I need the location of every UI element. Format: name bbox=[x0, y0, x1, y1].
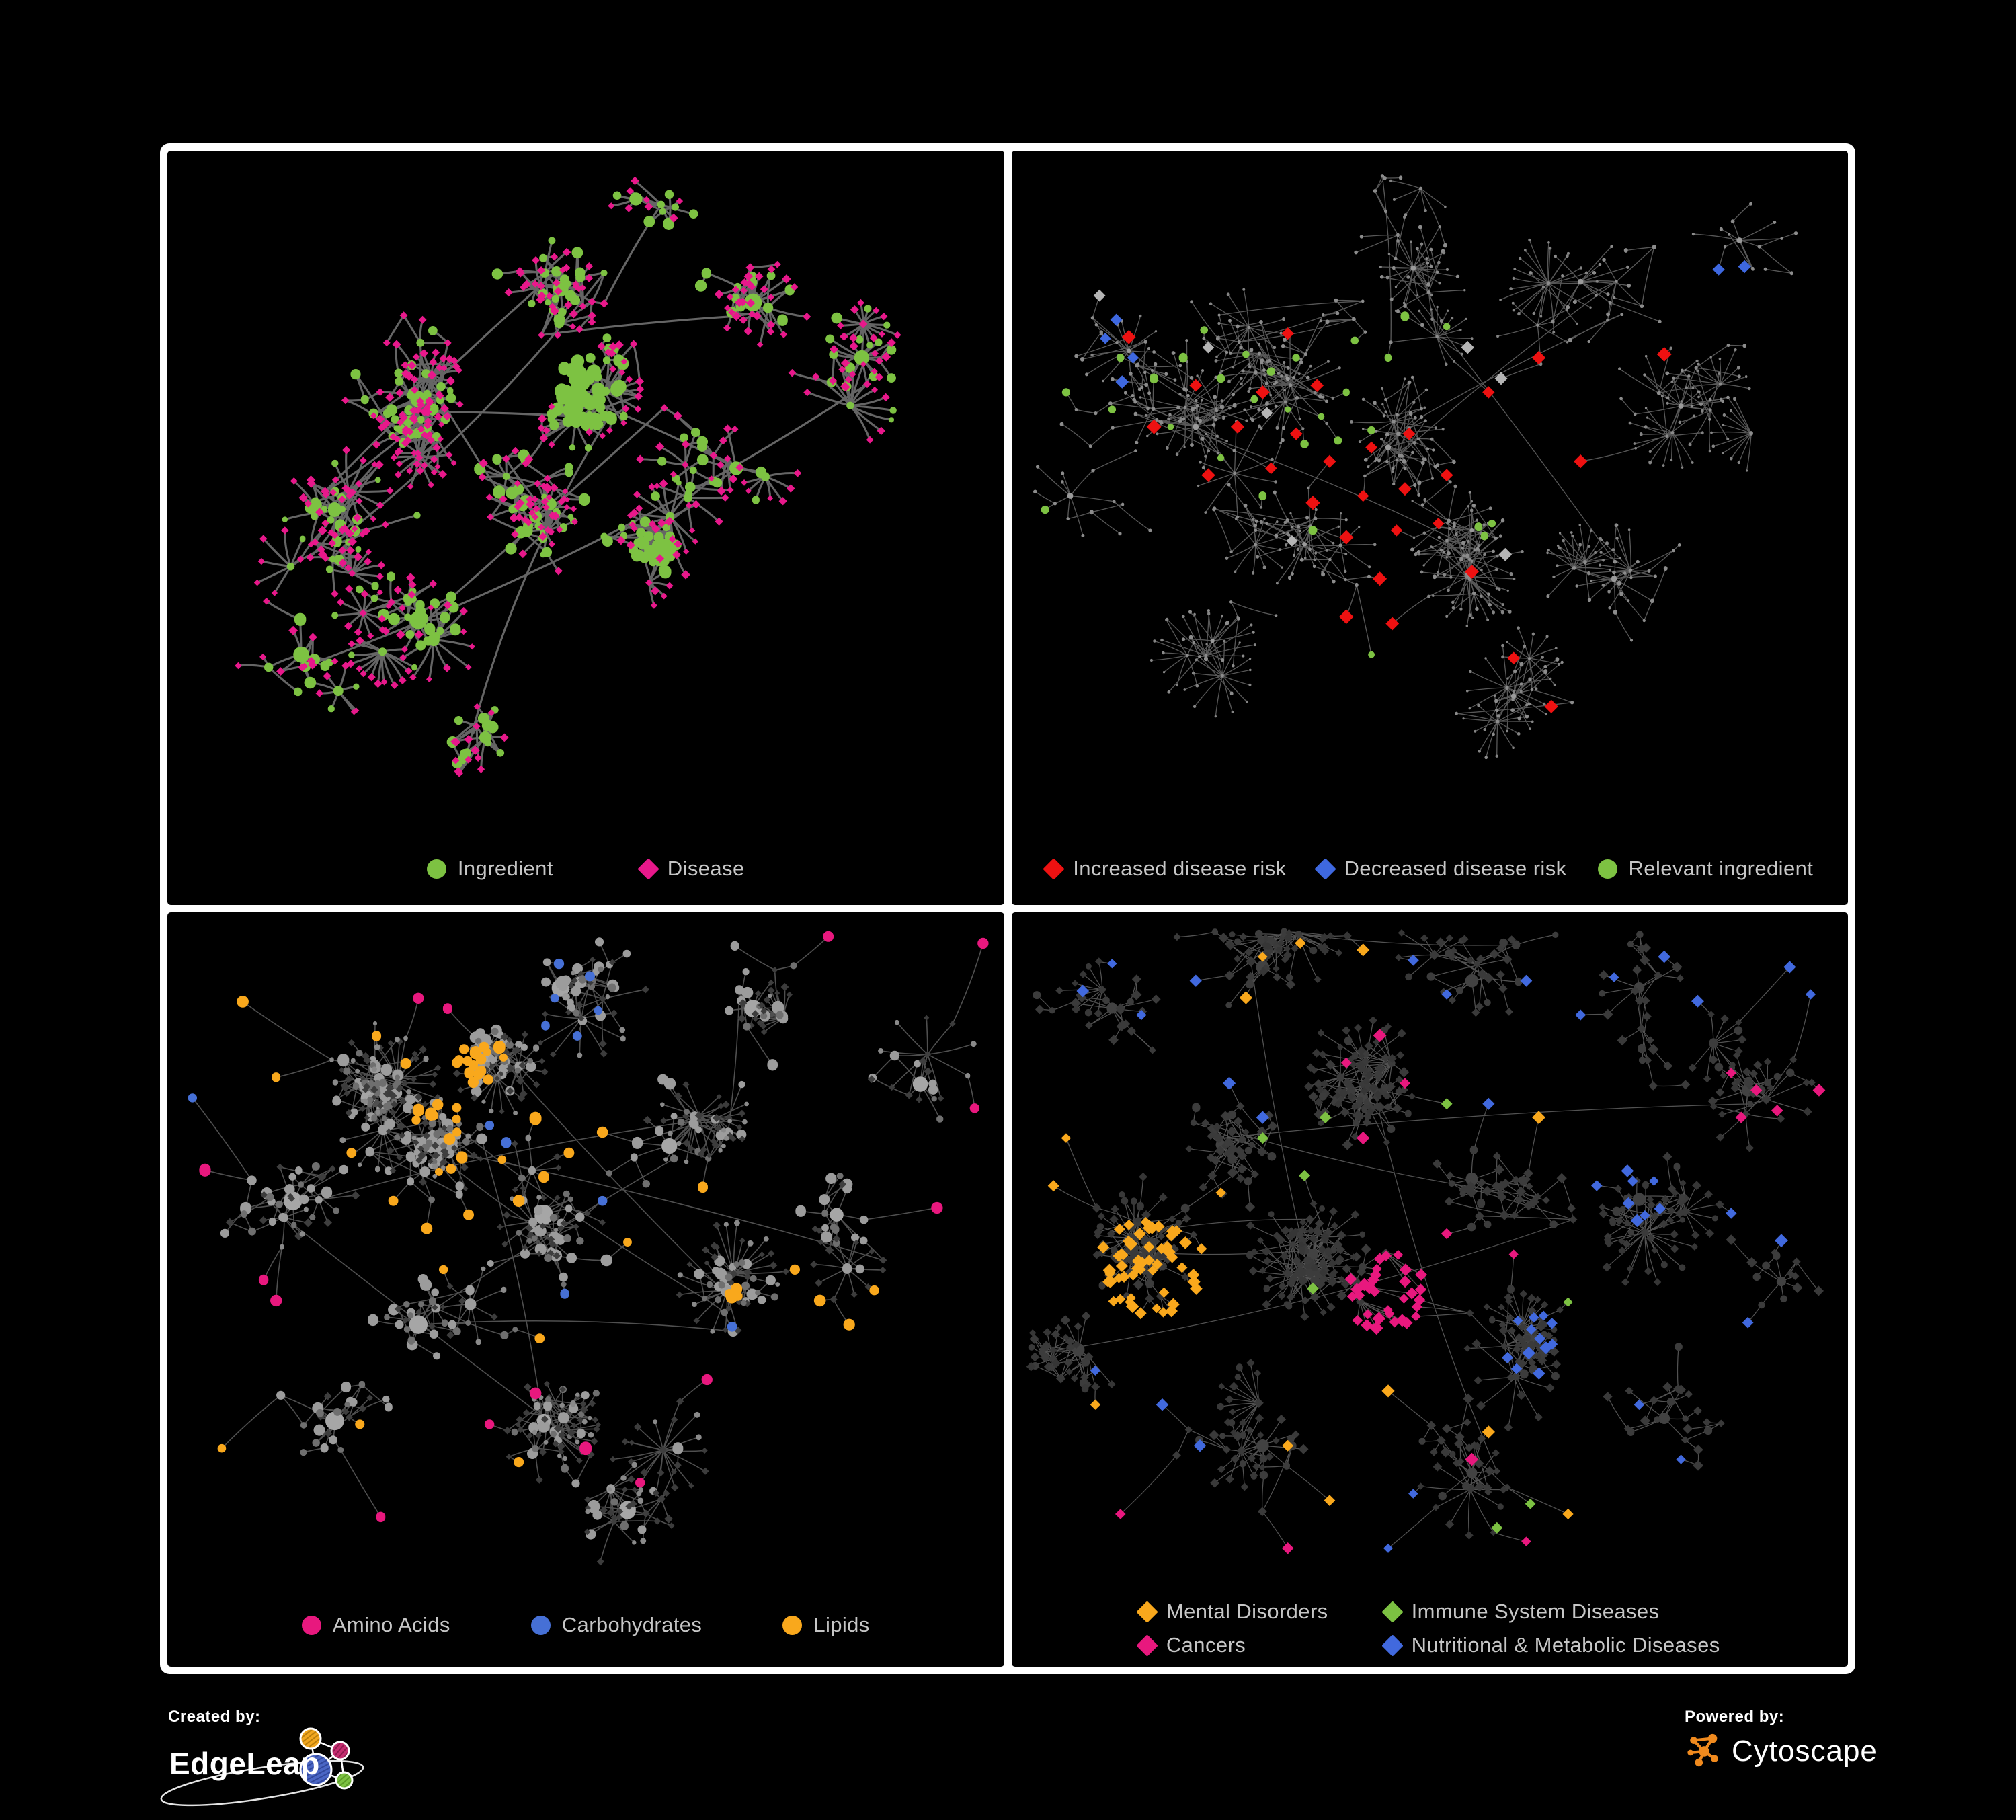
legend: Ingredient Disease bbox=[167, 857, 1004, 881]
legend-label: Increased disease risk bbox=[1073, 857, 1287, 880]
powered-by-label: Powered by: bbox=[1685, 1708, 1785, 1726]
legend-decreased-disease-risk-marker-icon bbox=[1314, 857, 1336, 880]
panel-ingredient-disease-network: Ingredient Disease bbox=[167, 151, 1004, 905]
legend-item-nutritional-metabolic-diseases: Nutritional & Metabolic Diseases bbox=[1381, 1633, 1720, 1657]
legend-item-immune-system-diseases: Immune System Diseases bbox=[1381, 1599, 1720, 1624]
legend-mental-disorders-marker-icon bbox=[1136, 1600, 1158, 1623]
legend-lipids-marker-icon bbox=[782, 1615, 803, 1635]
cytoscape-logo-text: Cytoscape bbox=[1732, 1735, 1878, 1768]
legend-amino-acids-marker-icon bbox=[301, 1615, 321, 1635]
legend-item-mental-disorders: Mental Disorders bbox=[1136, 1599, 1328, 1624]
legend-label: Amino Acids bbox=[332, 1613, 450, 1636]
compound-classes-network-graph bbox=[188, 931, 989, 1566]
panel-compound-classes-network: Amino Acids Carbohydrates Lipids bbox=[167, 912, 1004, 1667]
cytoscape-branding: Powered by: Cytoscape bbox=[1685, 1708, 1878, 1771]
legend-disease-marker-icon bbox=[637, 857, 659, 880]
legend-label: Mental Disorders bbox=[1166, 1599, 1328, 1623]
edgeleap-branding: Created by: bbox=[160, 1708, 464, 1811]
legend: Increased disease risk Decreased disease … bbox=[1012, 857, 1849, 881]
legend: Amino Acids Carbohydrates Lipids bbox=[167, 1613, 1004, 1637]
legend-increased-disease-risk-marker-icon bbox=[1043, 857, 1065, 880]
legend-relevant-ingredient-marker-icon bbox=[1597, 859, 1617, 879]
legend-item-decreased-disease-risk: Decreased disease risk bbox=[1314, 857, 1567, 881]
legend-cancers-marker-icon bbox=[1136, 1634, 1158, 1657]
legend-item-disease: Disease bbox=[637, 857, 745, 881]
legend: Mental Disorders Immune System Diseases Ca… bbox=[1012, 1599, 1849, 1657]
ingredient-disease-network-graph bbox=[235, 176, 901, 777]
legend-item-lipids: Lipids bbox=[782, 1613, 869, 1637]
panel-disease-risk-network: Increased disease risk Decreased disease … bbox=[1011, 151, 1849, 905]
edgeleap-logo: EdgeLeap bbox=[160, 1727, 464, 1811]
disease-risk-network-graph bbox=[1033, 174, 1798, 760]
legend-label: Decreased disease risk bbox=[1344, 857, 1567, 880]
legend-item-ingredient: Ingredient bbox=[426, 857, 553, 881]
legend-nutritional-metabolic-diseases-marker-icon bbox=[1381, 1634, 1404, 1657]
legend-label: Disease bbox=[667, 857, 745, 880]
legend-label: Carbohydrates bbox=[561, 1613, 702, 1636]
legend-label: Nutritional & Metabolic Diseases bbox=[1411, 1633, 1720, 1657]
edgeleap-logo-text: EdgeLeap bbox=[169, 1746, 320, 1781]
legend-item-carbohydrates: Carbohydrates bbox=[530, 1613, 702, 1637]
legend-label: Ingredient bbox=[457, 857, 553, 880]
legend-label: Lipids bbox=[813, 1613, 870, 1636]
edgeleap-logo-icon bbox=[160, 1727, 364, 1807]
legend-label: Cancers bbox=[1166, 1633, 1246, 1657]
legend-carbohydrates-marker-icon bbox=[530, 1615, 551, 1635]
legend-ingredient-marker-icon bbox=[426, 859, 446, 879]
panel-disease-classes-network: Mental Disorders Immune System Diseases Ca… bbox=[1011, 912, 1849, 1667]
legend-item-increased-disease-risk: Increased disease risk bbox=[1043, 857, 1287, 881]
disease-classes-network-graph bbox=[1026, 928, 1825, 1554]
figure-frame: Ingredient Disease Increased disease risk… bbox=[160, 143, 1855, 1674]
legend-label: Immune System Diseases bbox=[1411, 1599, 1660, 1623]
cytoscape-logo-icon bbox=[1687, 1733, 1718, 1767]
legend-item-cancers: Cancers bbox=[1136, 1633, 1328, 1657]
legend-item-relevant-ingredient: Relevant ingredient bbox=[1597, 857, 1814, 881]
legend-label: Relevant ingredient bbox=[1628, 857, 1814, 880]
legend-item-amino-acids: Amino Acids bbox=[301, 1613, 450, 1637]
legend-immune-system-diseases-marker-icon bbox=[1381, 1600, 1404, 1623]
cytoscape-logo: Cytoscape bbox=[1685, 1732, 1878, 1771]
created-by-label: Created by: bbox=[168, 1708, 261, 1726]
